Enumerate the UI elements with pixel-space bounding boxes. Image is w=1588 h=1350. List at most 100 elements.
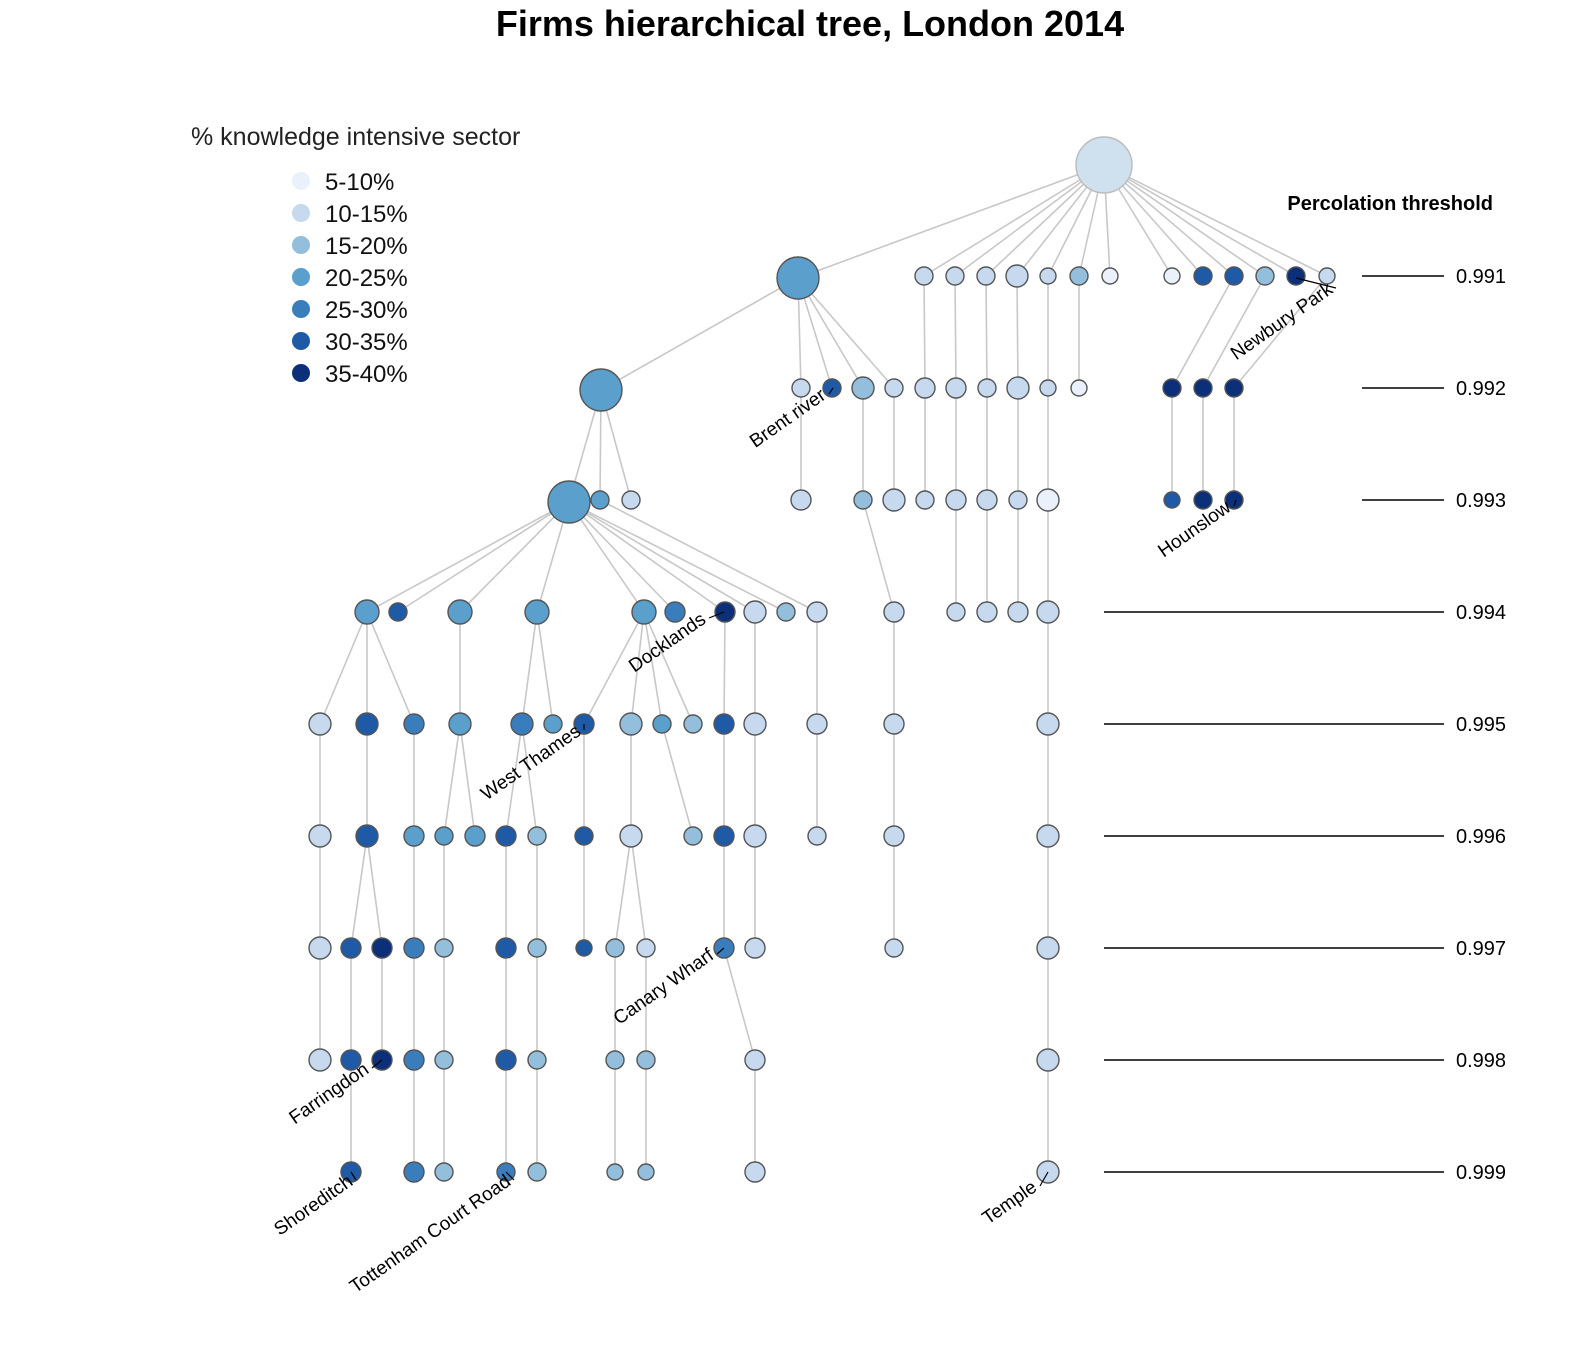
tree-node bbox=[308, 712, 332, 736]
tree-node bbox=[619, 824, 643, 848]
tree-edge bbox=[985, 275, 988, 389]
tree-node bbox=[1286, 266, 1306, 286]
threshold-label: 0.997 bbox=[1456, 938, 1506, 960]
tree-node bbox=[434, 1162, 454, 1182]
tree-node bbox=[1036, 936, 1060, 960]
tree-node bbox=[1006, 376, 1030, 400]
place-label: Brent river bbox=[746, 385, 830, 453]
tree-edge bbox=[954, 164, 1105, 277]
tree-edge bbox=[1016, 275, 1019, 389]
tree-node bbox=[355, 824, 379, 848]
tree-node bbox=[388, 602, 408, 622]
tree-node bbox=[354, 599, 380, 625]
tree-node bbox=[495, 1049, 517, 1071]
tree-node bbox=[637, 1163, 655, 1181]
tree-edge bbox=[568, 501, 756, 613]
tree-edge bbox=[521, 723, 538, 837]
tree-nodes bbox=[308, 136, 1336, 1184]
tree-edge bbox=[319, 611, 368, 725]
tree-node bbox=[574, 826, 594, 846]
tree-node bbox=[434, 1050, 454, 1070]
threshold-scale: 0.991 0.992 0.993 0.994 0.995 0.996 0.997 0.998… bbox=[1104, 266, 1506, 1184]
tree-node bbox=[605, 1050, 625, 1070]
tree-node bbox=[308, 1048, 332, 1072]
tree-edge bbox=[1233, 275, 1328, 389]
diagram-title: Firms hierarchical tree, London 2014 bbox=[496, 3, 1124, 44]
legend-title: % knowledge intensive sector bbox=[191, 123, 520, 151]
tree-node bbox=[619, 712, 643, 736]
tree-node bbox=[1224, 266, 1244, 286]
tree-node bbox=[683, 826, 703, 846]
tree-edge bbox=[568, 501, 726, 613]
tree-node bbox=[636, 938, 656, 958]
tree-edge bbox=[1103, 164, 1266, 277]
tree-edge bbox=[643, 611, 663, 725]
place-leader-line bbox=[1039, 1171, 1049, 1187]
tree-edge bbox=[536, 611, 554, 725]
tree-node bbox=[371, 937, 393, 959]
tree-node bbox=[914, 266, 934, 286]
tree-node bbox=[853, 490, 873, 510]
threshold-label: 0.991 bbox=[1456, 266, 1506, 288]
tree-edge bbox=[366, 611, 415, 725]
tree-edge bbox=[923, 275, 926, 389]
legend-label: 25-30% bbox=[325, 297, 408, 324]
threshold-label: 0.999 bbox=[1456, 1162, 1506, 1184]
threshold-label: 0.994 bbox=[1456, 602, 1506, 624]
tree-edge bbox=[397, 501, 570, 613]
tree-node bbox=[743, 824, 767, 848]
tree-node bbox=[806, 601, 828, 623]
tree-node bbox=[945, 266, 965, 286]
tree-node bbox=[1036, 1048, 1060, 1072]
tree-edge bbox=[459, 501, 570, 613]
tree-node bbox=[1193, 490, 1213, 510]
place-label: Canary Wharf bbox=[610, 944, 719, 1029]
tree-node bbox=[976, 601, 998, 623]
tree-node bbox=[1039, 379, 1057, 397]
tree-edge bbox=[630, 611, 645, 725]
tree-node bbox=[448, 712, 472, 736]
threshold-title: Percolation threshold bbox=[1287, 193, 1493, 215]
tree-node bbox=[1007, 601, 1029, 623]
tree-node bbox=[434, 938, 454, 958]
tree-node bbox=[806, 713, 828, 735]
tree-node bbox=[621, 490, 641, 510]
tree-node bbox=[744, 937, 766, 959]
place-leader-line bbox=[1233, 499, 1237, 507]
legend-label: 20-25% bbox=[325, 265, 408, 292]
place-leader-line bbox=[716, 947, 725, 955]
legend: 5-10% 10-15% 15-20% 20-25% 25-30% 30-35% 35-40… bbox=[292, 169, 408, 388]
tree-node bbox=[776, 602, 796, 622]
tree-node bbox=[1224, 378, 1244, 398]
tree-root-node bbox=[1075, 136, 1133, 194]
tree-node bbox=[743, 712, 767, 736]
legend-swatch bbox=[292, 172, 310, 190]
threshold-label: 0.993 bbox=[1456, 490, 1506, 512]
tree-node bbox=[495, 937, 517, 959]
tree-node bbox=[914, 377, 936, 399]
tree-node bbox=[744, 1161, 766, 1183]
tree-node bbox=[1193, 378, 1213, 398]
legend-swatch bbox=[292, 300, 310, 318]
place-leader-line bbox=[350, 1171, 357, 1181]
tree-node bbox=[510, 712, 534, 736]
tree-node bbox=[883, 825, 905, 847]
tree-node bbox=[495, 825, 517, 847]
tree-node bbox=[1036, 600, 1060, 624]
threshold-label: 0.996 bbox=[1456, 826, 1506, 848]
tree-edge bbox=[923, 164, 1105, 277]
tree-node bbox=[1101, 267, 1119, 285]
tree-node bbox=[915, 490, 935, 510]
tree-node bbox=[807, 826, 827, 846]
tree-node bbox=[340, 1049, 362, 1071]
tree-node bbox=[636, 1050, 656, 1070]
tree-node bbox=[776, 256, 820, 300]
tree-node bbox=[403, 1049, 425, 1071]
tree-node bbox=[464, 825, 486, 847]
tree-edge bbox=[599, 499, 818, 613]
tree-node bbox=[631, 599, 657, 625]
tree-edge bbox=[797, 164, 1105, 279]
tree-node bbox=[543, 714, 563, 734]
tree-node bbox=[791, 378, 811, 398]
tree-node bbox=[1070, 379, 1088, 397]
